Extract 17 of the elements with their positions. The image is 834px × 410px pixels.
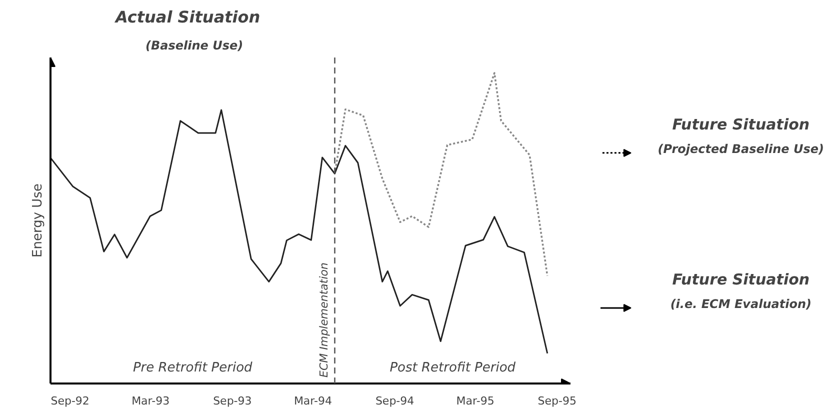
text: (i.e. ECM Evaluation): [670, 297, 812, 312]
x-tick-label: Mar-94: [294, 394, 332, 408]
chart-title: Actual Situation: [114, 8, 260, 26]
annotation: Pre Retrofit Period: [132, 360, 254, 376]
text: Future Situation: [672, 115, 810, 134]
text: Future Situation: [672, 270, 810, 288]
x-tick-label: Mar-93: [132, 394, 170, 408]
x-tick-label: Sep-94: [375, 394, 414, 408]
x-tick-label: Mar-95: [456, 394, 494, 408]
text: (Projected Baseline Use): [658, 142, 824, 156]
chart-subtitle: (Baseline Use): [146, 38, 244, 52]
y-axis-title: Energy Use: [30, 184, 46, 258]
x-tick-label: Sep-95: [538, 394, 577, 408]
x-tick-label: Sep-93: [213, 394, 252, 408]
annotation: Post Retrofit Period: [390, 360, 516, 376]
x-tick-label: Sep-92: [50, 394, 90, 408]
ref-line-label: ECM Implementation: [318, 262, 331, 378]
